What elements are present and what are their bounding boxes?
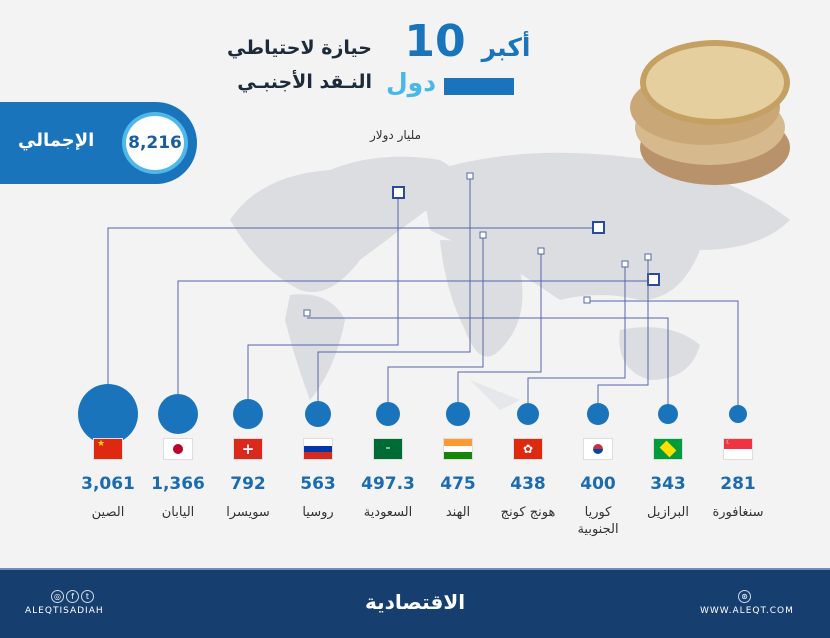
country-label: البرازيل (646, 505, 690, 520)
brand-logo: الاقتصادية (365, 590, 466, 614)
title-line1: حيازة لاحتياطي (227, 37, 372, 59)
instagram-icon[interactable]: ◎ (51, 590, 64, 603)
unit-label: مليار دولار (370, 128, 422, 142)
bubble-8 (657, 403, 679, 425)
bubble-3 (305, 401, 331, 427)
country-label: الهند (445, 505, 471, 520)
social-icons: ◎ f t (50, 584, 95, 603)
total-value: 8,216 (122, 112, 188, 174)
title-bar (444, 78, 514, 95)
value-label: 400 (580, 474, 616, 494)
coins-image (610, 40, 800, 190)
title-line2: النـقد الأجنبـي (237, 71, 372, 93)
india-flag-icon (443, 438, 473, 460)
total-label: الإجمالي (18, 130, 95, 151)
bubble-2 (232, 398, 264, 430)
bubble-9 (728, 404, 748, 424)
value-label: 438 (510, 474, 546, 494)
hong-kong-flag-icon: ✿ (513, 438, 543, 460)
bubble-5 (446, 402, 470, 426)
value-label: 497.3 (361, 474, 415, 494)
value-label: 343 (650, 474, 686, 494)
country-label: السعودية (363, 505, 413, 520)
value-label: 3,061 (81, 474, 135, 494)
value-label: 475 (440, 474, 476, 494)
value-label: 1,366 (151, 474, 205, 494)
value-label: 563 (300, 474, 336, 494)
bubble-6 (516, 402, 540, 426)
russia-flag-icon (303, 438, 333, 460)
connector-lines (107, 172, 739, 405)
saudi-flag-icon: ═ (373, 438, 403, 460)
south-korea-flag-icon (583, 438, 613, 460)
web-icon[interactable]: ⊛ (738, 590, 751, 603)
bubble-7 (587, 403, 609, 425)
bubble-4 (375, 401, 401, 427)
title-word-biggest: أكبر (481, 33, 531, 62)
social-handle[interactable]: ALEQTISADIAH (25, 606, 104, 616)
country-label: هونج كونج (500, 505, 556, 520)
country-label: كوريا الجنوبية (577, 505, 619, 537)
china-flag-icon: ★ (93, 438, 123, 460)
facebook-icon[interactable]: f (66, 590, 79, 603)
bubble-1 (157, 393, 199, 435)
country-label: سويسرا (226, 505, 270, 520)
value-label: 281 (720, 474, 756, 494)
japan-flag-icon (163, 438, 193, 460)
country-label: الصين (91, 505, 125, 520)
brazil-flag-icon (653, 438, 683, 460)
value-label: 792 (230, 474, 266, 494)
twitter-icon[interactable]: t (81, 590, 94, 603)
switzerland-flag-icon: + (233, 438, 263, 460)
bubble-0 (78, 384, 138, 444)
website-link[interactable]: WWW.ALEQT.COM (700, 606, 794, 616)
singapore-flag-icon: ☾ (723, 438, 753, 460)
footer: ◎ f t ALEQTISADIAH الاقتصادية ⊛ WWW.ALEQT.… (0, 568, 830, 638)
country-label: اليابان (161, 505, 195, 520)
country-label: سنغافورة (712, 505, 764, 520)
title-number: 10 (404, 16, 466, 67)
country-label: روسيا (302, 505, 334, 520)
title-word-countries: دول (385, 68, 437, 97)
